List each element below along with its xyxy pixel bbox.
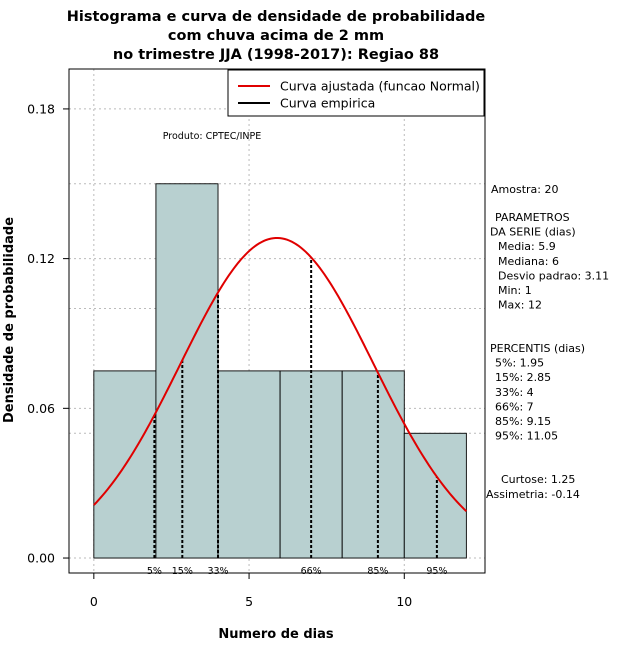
parameter-line: PARAMETROS <box>495 211 570 224</box>
title-line: no trimestre JJA (1998-2017): Regiao 88 <box>113 47 439 63</box>
percentile-stat-line: 95%: 11.05 <box>495 430 558 443</box>
shape-stat-line: Assimetria: -0.14 <box>486 488 580 501</box>
legend-label: Curva empirica <box>280 96 375 111</box>
percentile-stat-line: 33%: 4 <box>495 386 534 399</box>
plot-frame <box>68 68 486 574</box>
legend: Curva ajustada (funcao Normal) Curva empi… <box>227 69 485 117</box>
percentile-label: 33% <box>207 566 228 577</box>
y-tick-label: 0.18 <box>27 101 55 116</box>
parameter-line: DA SERIE (dias) <box>490 226 576 239</box>
legend-box <box>227 69 485 117</box>
histogram-bar <box>217 370 281 559</box>
x-tick-label: 5 <box>245 594 253 609</box>
title-line: Histograma e curva de densidade de proba… <box>67 9 486 25</box>
percentile-label: 15% <box>172 566 193 577</box>
histogram-bars <box>93 183 467 559</box>
parameter-line: Mediana: 6 <box>498 255 559 268</box>
y-tick-label: 0.00 <box>27 551 55 566</box>
y-axis-title: Densidade de probabilidade <box>2 217 17 423</box>
percentile-lines: 5% 15% 33% 66% 85% 95% <box>147 257 447 577</box>
annotations: Produto: CPTEC/INPE <box>163 131 262 142</box>
percentile-label: 66% <box>301 566 322 577</box>
percentile-stat-line: 85%: 9.15 <box>495 415 551 428</box>
legend-label: Curva ajustada (funcao Normal) <box>280 79 480 94</box>
histogram-bar <box>403 432 467 559</box>
plot-border <box>68 68 486 574</box>
percentile-label: 95% <box>426 566 447 577</box>
axes: 0 5 10 0.00 0.06 0.12 0.18 Numero de dias Densid… <box>2 101 412 642</box>
histogram-bar <box>341 370 405 559</box>
x-axis-title: Numero de dias <box>218 627 334 642</box>
percentile-stat-line: 5%: 1.95 <box>495 357 544 370</box>
y-tick-label: 0.06 <box>27 401 55 416</box>
histogram-bar <box>155 183 219 559</box>
x-tick-label: 0 <box>90 594 98 609</box>
y-tick-label: 0.12 <box>27 251 55 266</box>
percentile-label: 85% <box>367 566 388 577</box>
parameter-line: Min: 1 <box>498 284 532 297</box>
shape-stat-line: Curtose: 1.25 <box>501 473 575 486</box>
normal-curve-line <box>93 236 468 512</box>
normal-curve <box>93 236 468 512</box>
parameter-line: Max: 12 <box>498 299 542 312</box>
histogram-bar <box>279 370 343 559</box>
x-tick-label: 10 <box>396 594 412 609</box>
percentile-stat-line: 15%: 2.85 <box>495 371 551 384</box>
product-credit: Produto: CPTEC/INPE <box>163 131 262 142</box>
parameter-line: Media: 5.9 <box>498 240 556 253</box>
percentile-stat-line: PERCENTIS (dias) <box>490 342 585 355</box>
percentile-stat-line: 66%: 7 <box>495 400 534 413</box>
percentile-label: 5% <box>147 566 162 577</box>
parameter-line: Desvio padrao: 3.11 <box>498 269 609 282</box>
title-line: com chuva acima de 2 mm <box>168 28 384 44</box>
chart-title: Histograma e curva de densidade de proba… <box>67 9 486 63</box>
sample-size: Amostra: 20 <box>491 183 558 196</box>
